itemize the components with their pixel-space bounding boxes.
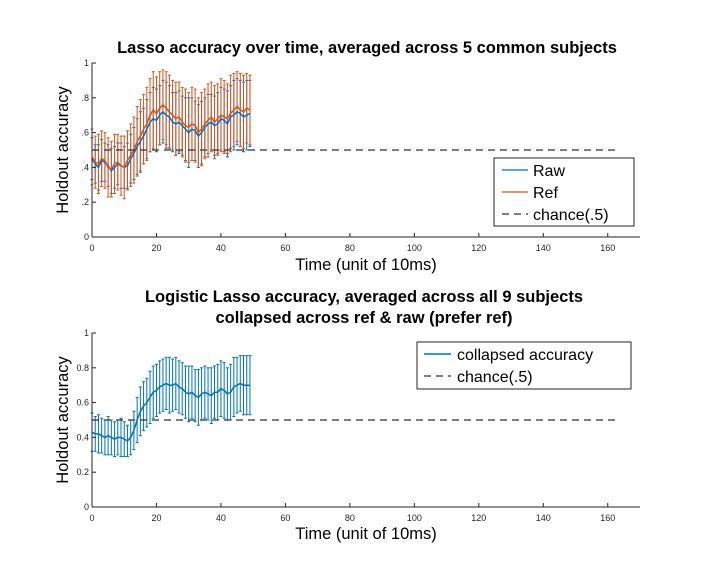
x-tick-label: 120 (471, 513, 486, 523)
y-tick-label: 0 (84, 232, 89, 242)
y-tick-label: 1 (84, 58, 89, 68)
chart-2-y-ticks: 0 0.2 0.4 0.6 0.8 1 (76, 328, 96, 512)
chart-2-legend-box (416, 341, 632, 390)
chart-2-x-label: Time (unit of 10ms) (295, 525, 437, 543)
y-tick-label: 1 (84, 328, 89, 338)
y-tick-label: 0.4 (76, 432, 89, 442)
chart-2-subtitle: collapsed across ref & raw (prefer ref) (215, 309, 512, 327)
x-tick-label: 0 (89, 243, 94, 253)
y-tick-label: .4 (81, 162, 89, 172)
chart-1-legend: Raw Ref chance(.5) (493, 157, 635, 227)
y-tick-label: .2 (81, 197, 89, 207)
chart-2-series-layer (90, 355, 618, 458)
series-line-collapsed-accuracy (91, 382, 250, 442)
chart-1-x-ticks: 0 20 40 60 80 100 120 140 160 (89, 233, 615, 253)
y-tick-label: .6 (81, 128, 89, 138)
x-tick-label: 20 (151, 513, 161, 523)
chart-1-series-layer (90, 69, 618, 200)
legend-label-chance: chance(.5) (533, 207, 609, 224)
x-tick-label: 40 (216, 243, 226, 253)
x-tick-label: 140 (536, 513, 551, 523)
y-tick-label: 0 (84, 502, 89, 512)
x-tick-label: 100 (407, 243, 422, 253)
legend-label-raw: Raw (533, 163, 565, 180)
x-tick-label: 160 (600, 243, 615, 253)
x-tick-label: 60 (280, 513, 290, 523)
x-tick-label: 0 (89, 513, 94, 523)
chart-1: Lasso accuracy over time, averaged acros… (54, 39, 640, 274)
x-tick-label: 80 (345, 513, 355, 523)
legend-label-ref: Ref (533, 185, 558, 202)
chart-1-title: Lasso accuracy over time, averaged acros… (117, 39, 617, 57)
y-tick-label: 0.8 (76, 363, 89, 373)
x-tick-label: 60 (280, 243, 290, 253)
y-tick-label: 0.6 (76, 398, 89, 408)
chart-2-y-label: Holdout accuracy (54, 356, 72, 484)
x-tick-label: 80 (345, 243, 355, 253)
legend-label-collapsed: collapsed accuracy (457, 347, 593, 364)
legend-label-chance-2: chance(.5) (457, 369, 533, 386)
chart-2-x-ticks: 0 20 40 60 80 100 120 140 160 (89, 503, 615, 523)
x-tick-label: 140 (536, 243, 551, 253)
chart-1-y-label: Holdout accuracy (54, 86, 72, 214)
chart-2: Logistic Lasso accuracy, averaged across… (54, 288, 640, 543)
x-tick-label: 120 (471, 243, 486, 253)
x-tick-label: 20 (151, 243, 161, 253)
x-tick-label: 100 (407, 513, 422, 523)
chart-2-title: Logistic Lasso accuracy, averaged across… (145, 288, 583, 306)
chart-1-x-label: Time (unit of 10ms) (295, 256, 437, 274)
series-line-raw (91, 110, 251, 173)
y-tick-label: .8 (81, 93, 89, 103)
chart-1-y-ticks: 0 .2 .4 .6 .8 1 (81, 58, 96, 242)
series-line-ref (91, 103, 251, 171)
y-tick-label: 0.2 (76, 467, 89, 477)
x-tick-label: 160 (600, 513, 615, 523)
chart-2-legend: collapsed accuracy chance(.5) (416, 341, 632, 390)
x-tick-label: 40 (216, 513, 226, 523)
